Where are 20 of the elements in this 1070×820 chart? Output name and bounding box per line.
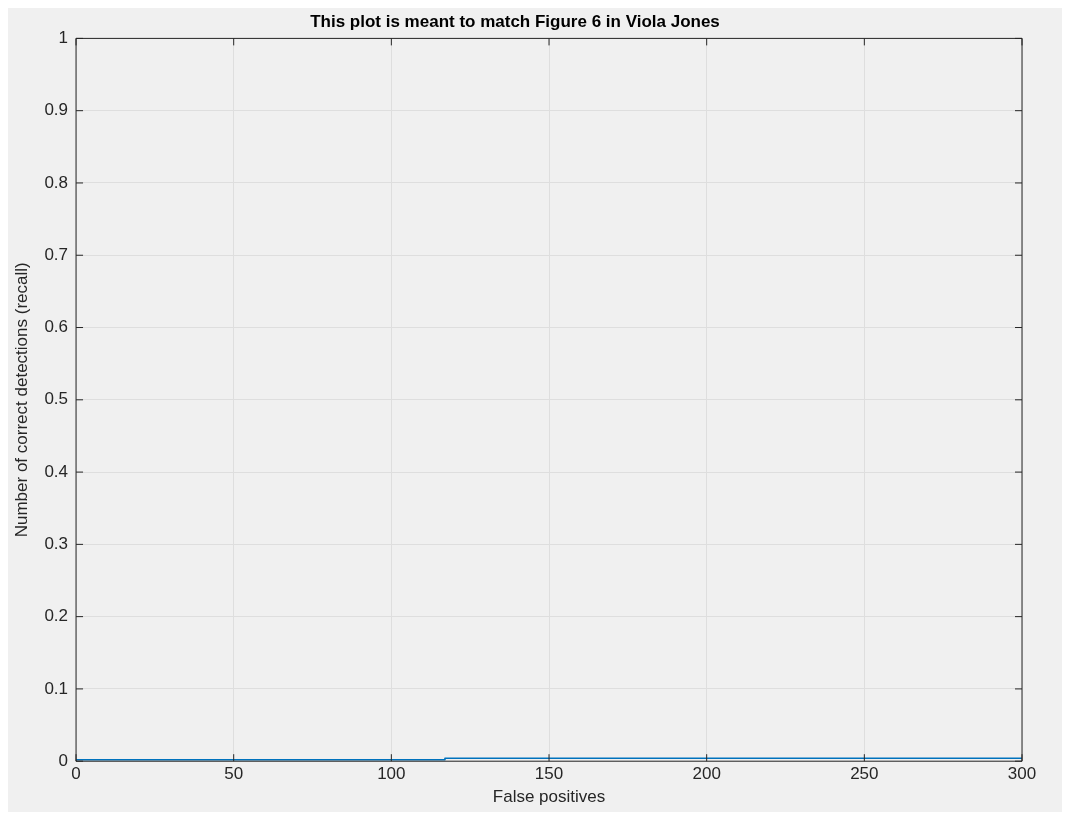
chart-title: This plot is meant to match Figure 6 in Viola Jones: [310, 11, 720, 31]
y-tick-label: 0.8: [44, 172, 69, 192]
y-tick-label: 0.6: [44, 317, 69, 337]
x-tick-label: 100: [377, 764, 406, 784]
x-tick-label: 200: [692, 764, 721, 784]
x-tick-label: 250: [850, 764, 879, 784]
y-tick-label: 0.1: [44, 678, 69, 698]
y-tick-label: 0: [58, 750, 69, 770]
y-tick-label: 0.5: [44, 389, 69, 409]
y-tick-label: 1: [58, 28, 69, 48]
x-axis-title: False positives: [492, 787, 606, 807]
y-tick-label: 0.9: [44, 100, 69, 120]
y-axis-title: Number of correct detections (recall): [11, 262, 31, 538]
x-tick-label: 50: [224, 764, 244, 784]
x-tick-label: 150: [534, 764, 564, 784]
x-tick-label: 300: [1007, 764, 1037, 784]
y-tick-label: 0.2: [44, 606, 69, 626]
y-tick-label: 0.7: [44, 244, 69, 264]
y-tick-label: 0.3: [44, 534, 69, 554]
y-tick-label: 0.4: [44, 461, 69, 481]
